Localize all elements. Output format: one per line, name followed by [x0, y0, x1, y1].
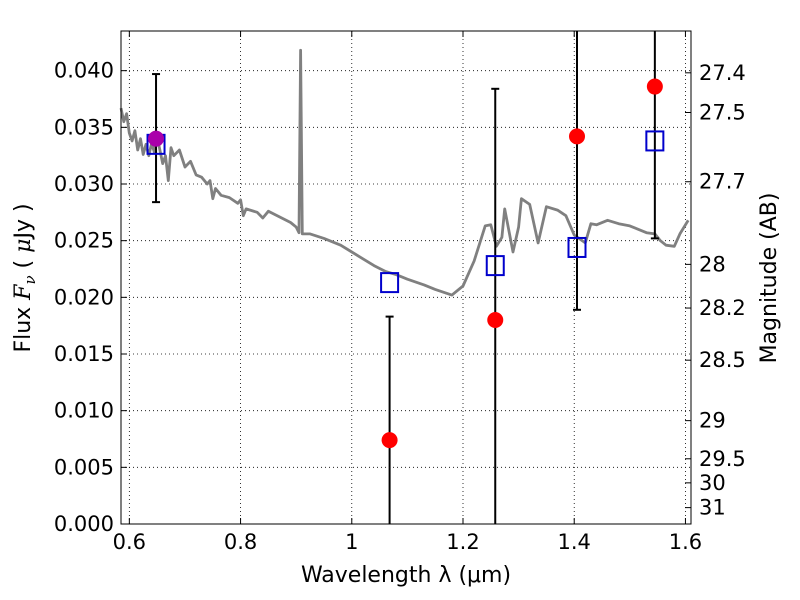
model-band-square	[485, 255, 505, 277]
x-tick-label: 1.2	[446, 530, 479, 554]
model-band-square	[380, 272, 400, 294]
y-axis-left: 0.000 0.005 0.010 0.015 0.020 0.025 0.030 0.035…	[54, 59, 127, 536]
observed-point	[646, 78, 663, 95]
x-tick-label: 1.4	[558, 530, 591, 554]
model-band-fluxes	[146, 130, 665, 294]
model-band-square	[567, 236, 587, 258]
mag-tick-label: 28.2	[699, 296, 746, 320]
mag-tick-label: 29	[699, 409, 726, 433]
x-tick-label: 1.6	[669, 530, 702, 554]
observed-point	[487, 312, 504, 328]
y-tick-label: 0.025	[54, 229, 114, 253]
y-tick-label: 0.005	[54, 455, 114, 479]
plot-frame	[120, 30, 692, 525]
mag-tick-label: 30	[699, 471, 726, 495]
x-axis-label: Wavelength λ (μm)	[301, 563, 511, 588]
observed-point	[569, 128, 585, 145]
model-band-square	[645, 130, 665, 152]
y-tick-label: 0.030	[54, 172, 114, 196]
y-tick-label: 0.020	[54, 285, 114, 309]
mag-tick-label: 28	[699, 252, 726, 276]
y-tick-label: 0.010	[54, 399, 114, 423]
mag-tick-label: 27.7	[699, 170, 746, 194]
x-axis: 0.6 0.8 1 1.2 1.4 1.6	[113, 31, 702, 554]
mag-tick-label: 29.5	[699, 447, 746, 471]
observed-point	[381, 432, 398, 449]
y-tick-label: 0.015	[54, 342, 114, 366]
y-tick-label: 0.035	[54, 115, 114, 139]
error-bars	[152, 31, 659, 524]
mag-tick-label: 31	[699, 496, 726, 520]
mag-tick-label: 27.5	[699, 101, 746, 125]
y-axis-label: Flux Fν ( μJy )	[11, 203, 39, 352]
observed-fluxes	[148, 78, 663, 449]
y2-axis-label: Magnitude (AB)	[757, 193, 782, 364]
mag-tick-label: 27.4	[699, 61, 746, 85]
model-spectrum	[119, 48, 690, 297]
y-tick-label: 0.040	[54, 59, 114, 83]
x-tick-label: 1	[345, 530, 358, 554]
model-spectrum-line	[119, 48, 690, 297]
detection-point	[148, 130, 165, 147]
x-tick-label: 0.8	[224, 530, 257, 554]
x-tick-label: 0.6	[113, 530, 146, 554]
y-tick-label: 0.000	[54, 512, 114, 536]
mag-tick-label: 28.5	[699, 348, 746, 372]
